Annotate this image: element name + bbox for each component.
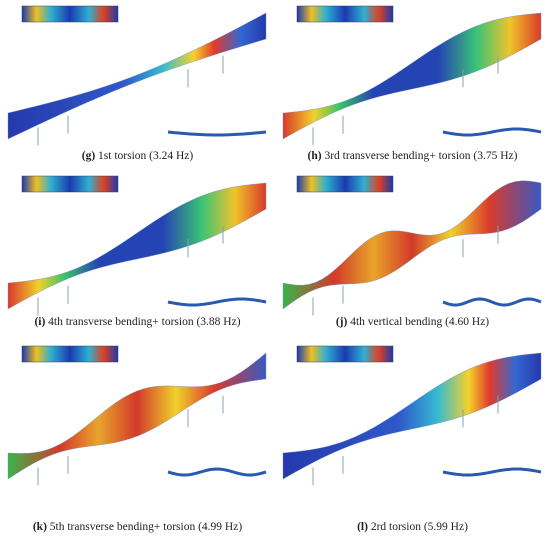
plan-inset [21, 345, 119, 363]
panel-label: (k) [32, 521, 47, 533]
panel-label: (l) [357, 521, 368, 533]
caption: (i) 4th transverse bending+ torsion (3.8… [0, 316, 275, 328]
caption-text: 5th transverse bending+ torsion (4.99 Hz… [49, 521, 243, 533]
elevation-view [167, 297, 267, 307]
deck-mode-shape [7, 12, 267, 140]
plan-inset [296, 345, 394, 363]
panel-label: (h) [307, 150, 322, 162]
deck-mode-shape [282, 180, 542, 310]
caption-text: 4th vertical bending (4.60 Hz) [350, 316, 490, 328]
plan-inset [21, 175, 119, 193]
elevation-view [442, 297, 542, 307]
deck-mode-shape [7, 182, 267, 310]
caption: (h) 3rd transverse bending+ torsion (3.7… [275, 150, 550, 162]
caption: (j) 4th vertical bending (4.60 Hz) [275, 316, 550, 328]
elevation-view [442, 127, 542, 137]
caption-text: 3rd transverse bending+ torsion (3.75 Hz… [324, 150, 518, 162]
plan-inset [296, 5, 394, 23]
caption-text: 2rd torsion (5.99 Hz) [370, 521, 468, 533]
caption: (g) 1st torsion (3.24 Hz) [0, 150, 275, 162]
deck-mode-shape [7, 352, 267, 480]
deck-mode-shape [282, 352, 542, 480]
panel-label: (g) [81, 150, 96, 162]
elevation-view [167, 467, 267, 477]
plan-inset [296, 175, 394, 193]
elevation-view [442, 467, 542, 477]
deck-mode-shape [282, 12, 542, 140]
panel-label: (j) [335, 316, 348, 328]
elevation-view [167, 130, 267, 137]
caption-text: 1st torsion (3.24 Hz) [98, 150, 194, 162]
caption: (k) 5th transverse bending+ torsion (4.9… [0, 521, 275, 533]
panel-label: (i) [34, 316, 46, 328]
caption-text: 4th transverse bending+ torsion (3.88 Hz… [48, 316, 241, 328]
caption: (l) 2rd torsion (5.99 Hz) [275, 521, 550, 533]
plan-inset [21, 5, 119, 23]
